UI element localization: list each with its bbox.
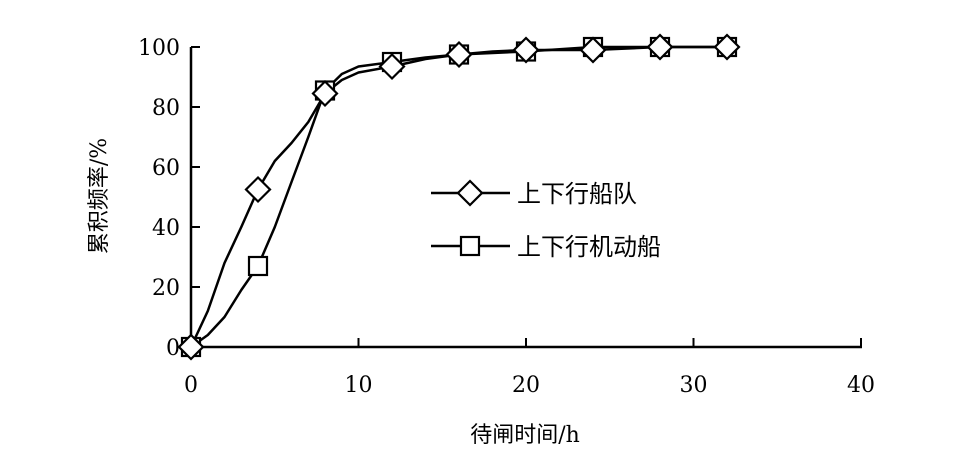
legend-item-square: 上下行机动船 xyxy=(431,233,661,261)
x-tick-label: 20 xyxy=(512,373,540,398)
x-ticks: 0 10 20 30 40 xyxy=(184,338,875,398)
data-point-diamond xyxy=(646,33,674,61)
data-point-diamond xyxy=(244,175,272,204)
y-tick-label: 60 xyxy=(152,156,180,181)
data-point-diamond xyxy=(378,52,406,81)
y-tick-label: 0 xyxy=(166,336,180,361)
legend-marker-square xyxy=(459,235,481,257)
data-point-square xyxy=(247,255,269,277)
x-tick-label: 30 xyxy=(680,373,708,398)
y-axis-title: 累积频率/% xyxy=(87,138,112,254)
data-point-diamond xyxy=(713,33,741,61)
series-layer xyxy=(177,33,741,361)
data-point-diamond xyxy=(512,36,540,64)
data-point-diamond xyxy=(311,79,339,108)
series-line-square xyxy=(190,45,727,349)
y-tick-label: 40 xyxy=(152,216,180,241)
series-markers-square xyxy=(180,36,738,358)
y-ticks: 0 20 40 60 80 100 xyxy=(138,36,200,361)
x-tick-label: 0 xyxy=(184,373,198,398)
y-tick-label: 100 xyxy=(138,36,180,61)
legend-label: 上下行船队 xyxy=(517,180,637,208)
x-tick-label: 10 xyxy=(345,373,373,398)
series-diamond xyxy=(189,45,727,348)
x-axis-title: 待闸时间/h xyxy=(470,423,580,448)
legend-label: 上下行机动船 xyxy=(517,233,661,261)
series-square xyxy=(190,45,727,349)
series-markers-diamond xyxy=(177,33,741,361)
data-point-diamond xyxy=(445,40,473,69)
x-tick-label: 40 xyxy=(847,373,875,398)
data-point-diamond xyxy=(579,36,607,64)
series-line-diamond xyxy=(189,45,727,348)
y-tick-label: 20 xyxy=(152,276,180,301)
legend-item-diamond: 上下行船队 xyxy=(431,179,637,208)
y-tick-label: 80 xyxy=(152,96,180,121)
data-point-diamond xyxy=(177,333,205,361)
legend-marker-diamond xyxy=(456,179,484,207)
